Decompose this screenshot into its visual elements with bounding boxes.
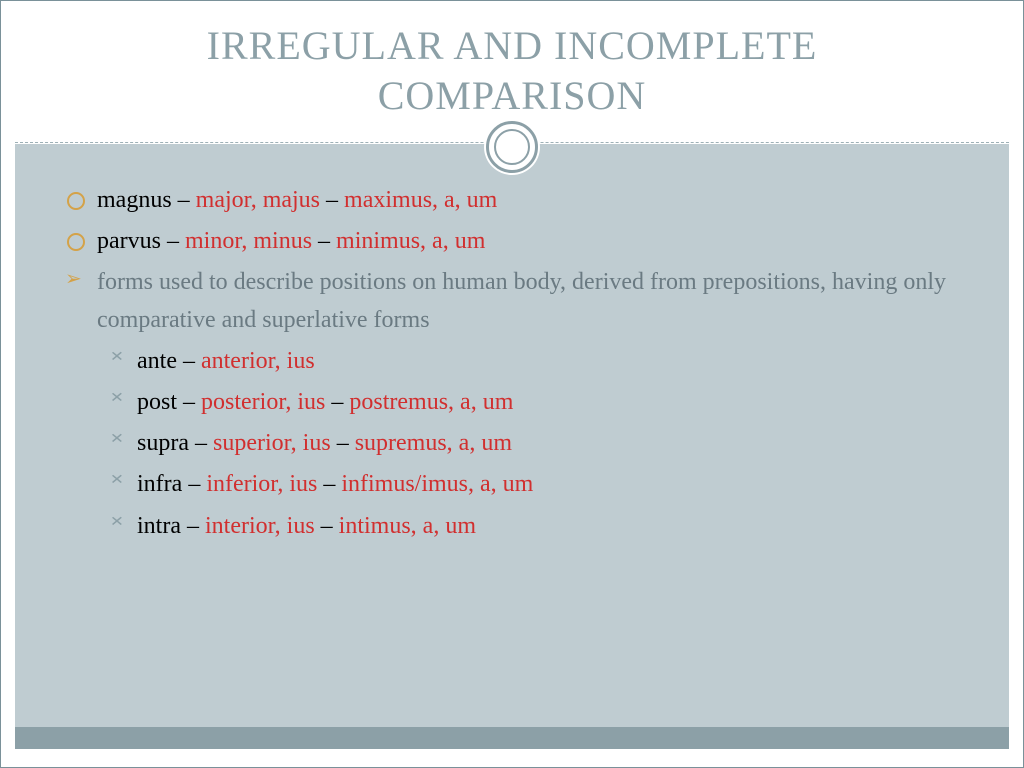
comparative: inferior, ius bbox=[206, 471, 317, 497]
superlative: intimus, a, um bbox=[339, 513, 476, 539]
list-item: magnus – major, majus – maximus, a, um bbox=[63, 182, 969, 219]
base-word: post bbox=[137, 389, 177, 415]
base-word: infra bbox=[137, 471, 182, 497]
base-word: ante bbox=[137, 348, 177, 374]
title-line-2: COMPARISON bbox=[378, 73, 647, 118]
base-word: magnus bbox=[97, 187, 172, 213]
base-word: supra bbox=[137, 430, 189, 456]
ornament-ring-icon bbox=[484, 119, 540, 175]
separator: – bbox=[172, 187, 196, 213]
separator: – bbox=[317, 471, 341, 497]
comparative: major, majus bbox=[196, 187, 320, 213]
sub-item: ante – anterior, ius bbox=[109, 343, 969, 380]
separator: – bbox=[177, 348, 201, 374]
note-item: forms used to describe positions on huma… bbox=[63, 264, 969, 338]
sub-item: post – posterior, ius – postremus, a, um bbox=[109, 384, 969, 421]
separator: – bbox=[325, 389, 349, 415]
title-line-1: IRREGULAR AND INCOMPLETE bbox=[207, 23, 818, 68]
note-text: forms used to describe positions on huma… bbox=[97, 269, 946, 332]
list-item: parvus – minor, minus – minimus, a, um bbox=[63, 223, 969, 260]
superlative: minimus, a, um bbox=[336, 228, 485, 254]
footer-bar bbox=[15, 727, 1009, 749]
separator: – bbox=[189, 430, 213, 456]
separator: – bbox=[181, 513, 205, 539]
sub-item: intra – interior, ius – intimus, a, um bbox=[109, 508, 969, 545]
separator: – bbox=[312, 228, 336, 254]
superlative: infimus/imus, a, um bbox=[341, 471, 533, 497]
superlative: postremus, a, um bbox=[349, 389, 513, 415]
separator: – bbox=[161, 228, 185, 254]
superlative: supremus, a, um bbox=[355, 430, 512, 456]
comparative: posterior, ius bbox=[201, 389, 325, 415]
base-word: intra bbox=[137, 513, 181, 539]
sub-item: infra – inferior, ius – infimus/imus, a,… bbox=[109, 466, 969, 503]
comparative: interior, ius bbox=[205, 513, 315, 539]
separator: – bbox=[331, 430, 355, 456]
separator: – bbox=[315, 513, 339, 539]
separator: – bbox=[177, 389, 201, 415]
base-word: parvus bbox=[97, 228, 161, 254]
superlative: maximus, a, um bbox=[344, 187, 497, 213]
slide-header: IRREGULAR AND INCOMPLETE COMPARISON bbox=[1, 1, 1023, 143]
sub-item: supra – superior, ius – supremus, a, um bbox=[109, 425, 969, 462]
separator: – bbox=[320, 187, 344, 213]
comparative: anterior, ius bbox=[201, 348, 315, 374]
separator: – bbox=[182, 471, 206, 497]
comparative: minor, minus bbox=[185, 228, 312, 254]
slide-title: IRREGULAR AND INCOMPLETE COMPARISON bbox=[1, 21, 1023, 121]
slide-frame: IRREGULAR AND INCOMPLETE COMPARISON magn… bbox=[0, 0, 1024, 768]
comparative: superior, ius bbox=[213, 430, 331, 456]
slide-content: magnus – major, majus – maximus, a, um p… bbox=[15, 144, 1009, 727]
